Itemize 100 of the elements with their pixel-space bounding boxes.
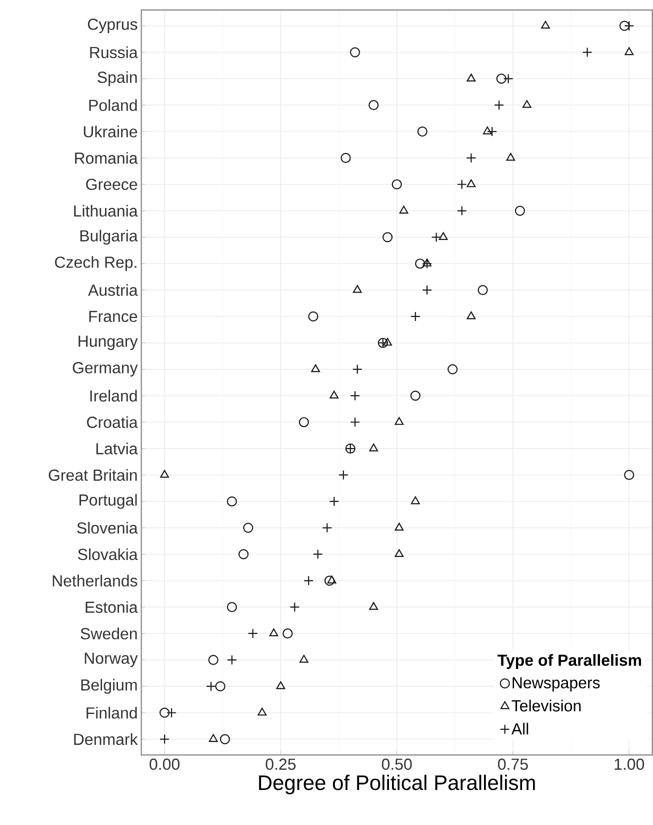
x-tick-label: 0.00 — [149, 758, 180, 770]
legend-label: Television — [512, 700, 580, 712]
point — [624, 47, 634, 56]
point — [330, 390, 338, 399]
y-tick-label: Croatia — [86, 416, 138, 428]
point — [160, 470, 169, 478]
point — [466, 152, 476, 163]
x-tick-label: 1.00 — [614, 758, 644, 770]
point — [410, 311, 420, 322]
x-tick-label: 0.25 — [266, 758, 296, 770]
point — [340, 152, 351, 163]
point — [352, 364, 362, 374]
y-tick-label: Lithuania — [74, 204, 138, 217]
point — [215, 681, 226, 692]
y-tick-label: Romania — [74, 152, 138, 164]
y-tick-label: France — [89, 310, 137, 322]
y-tick-label: Belgium — [81, 678, 137, 694]
point — [242, 522, 254, 533]
point — [619, 20, 630, 31]
y-tick-label: Germany — [72, 362, 138, 377]
y-tick-label: Ukraine — [84, 126, 137, 138]
y-tick-label: Finland — [86, 706, 137, 719]
point — [624, 470, 634, 480]
point — [410, 390, 420, 401]
y-tick-label: Denmark — [74, 733, 138, 746]
point — [478, 284, 488, 296]
point — [226, 602, 237, 612]
point — [324, 576, 334, 586]
y-tick-label: Cyprus — [88, 18, 138, 34]
y-tick-label: Latvia — [96, 442, 138, 454]
point — [299, 654, 308, 663]
point — [369, 444, 378, 452]
y-tick-label: Austria — [88, 284, 138, 296]
legend-title: Type of Parallelism — [497, 654, 641, 670]
point — [350, 417, 360, 428]
y-tick-label: Norway — [84, 652, 138, 668]
y-tick-label: Poland — [89, 99, 137, 111]
point — [522, 100, 532, 108]
point — [394, 522, 404, 531]
point — [494, 100, 504, 110]
point — [456, 179, 467, 190]
point — [248, 628, 258, 639]
y-tick-label: Slovenia — [76, 522, 138, 534]
y-tick-label: Estonia — [86, 601, 138, 613]
point — [206, 681, 216, 692]
point — [312, 549, 323, 560]
legend-label: All — [511, 722, 528, 734]
point — [382, 338, 392, 346]
point — [350, 47, 360, 58]
point — [238, 549, 248, 560]
point — [466, 179, 476, 188]
point — [447, 364, 458, 374]
point — [482, 126, 492, 134]
point — [338, 470, 348, 480]
point — [368, 100, 379, 110]
point — [431, 232, 442, 242]
point — [226, 654, 237, 665]
point — [392, 179, 402, 190]
point — [220, 734, 230, 744]
point — [303, 576, 314, 586]
y-tick-label: Portugal — [79, 494, 137, 509]
point — [399, 206, 408, 214]
point — [394, 549, 404, 558]
point — [282, 628, 293, 639]
point — [394, 417, 404, 425]
point — [369, 602, 378, 610]
point — [506, 152, 515, 161]
point — [258, 708, 266, 716]
point — [438, 232, 448, 240]
point — [308, 311, 318, 322]
point — [276, 681, 285, 690]
y-tick-label: Slovakia — [78, 548, 138, 560]
point — [328, 496, 340, 506]
point — [327, 576, 336, 584]
point — [226, 496, 237, 506]
y-tick-label: Ireland — [90, 390, 137, 402]
point — [582, 47, 592, 58]
x-axis-title: Degree of Political Parallelism — [258, 774, 535, 794]
x-tick-label: 0.75 — [498, 758, 528, 770]
point — [382, 232, 392, 242]
point — [310, 364, 320, 372]
point — [466, 74, 476, 82]
point — [514, 206, 525, 216]
y-tick-label: Hungary — [78, 336, 138, 350]
point — [298, 417, 309, 428]
y-tick-label: Spain — [97, 71, 137, 86]
point — [269, 628, 278, 636]
y-tick-label: Greece — [86, 178, 137, 190]
point — [466, 311, 476, 320]
y-tick-label: Great Britain — [48, 469, 137, 481]
y-tick-label: Russia — [90, 46, 138, 58]
point — [289, 602, 300, 612]
point — [540, 20, 550, 29]
x-tick-label: 0.50 — [382, 758, 412, 770]
y-tick-label: Czech Rep. — [54, 256, 136, 272]
point — [456, 206, 467, 216]
point — [410, 496, 420, 504]
point — [159, 734, 170, 744]
point — [350, 390, 360, 401]
point — [208, 654, 218, 665]
